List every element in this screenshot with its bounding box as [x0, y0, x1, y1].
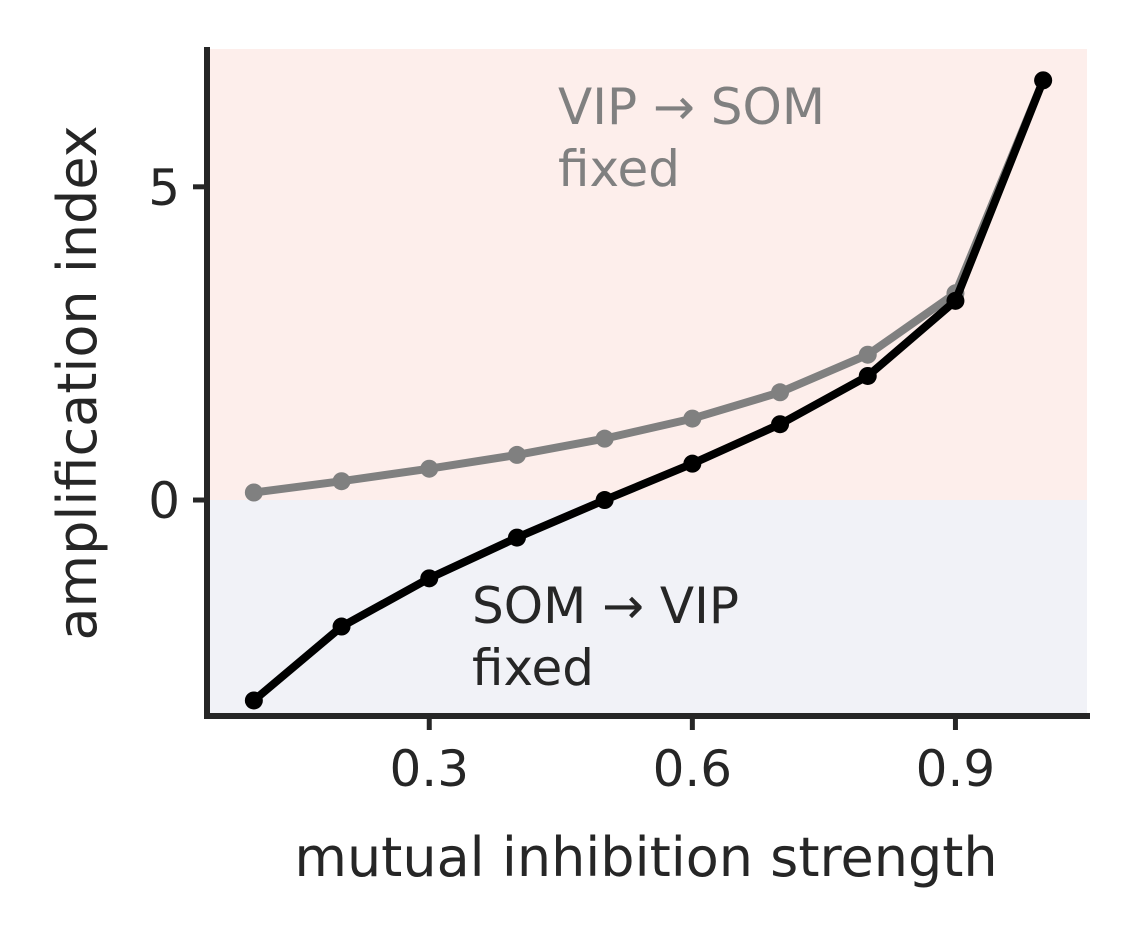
series-0-point-4	[595, 429, 614, 448]
annotation-vip-som-line1: VIP → SOM	[558, 78, 825, 136]
series-0-point-7	[858, 345, 877, 364]
series-1-point-1	[332, 617, 351, 636]
series-line-1	[249, 76, 1048, 705]
y-axis-label: amplification index	[46, 125, 109, 640]
series-1-point-0	[244, 691, 263, 710]
series-0-point-2	[420, 459, 439, 478]
y-tick-label-0: 0	[148, 472, 180, 530]
region-1	[210, 500, 1087, 713]
series-0-point-3	[507, 445, 526, 464]
series-1-point-5	[683, 454, 702, 473]
series-1-point-2	[420, 569, 439, 588]
series-1-point-6	[771, 415, 790, 434]
series-1-point-4	[595, 491, 614, 510]
series-layer	[244, 71, 1053, 710]
annotation-vip-som-line2: fixed	[558, 140, 680, 198]
series-0-point-1	[332, 472, 351, 491]
series-0-point-6	[771, 383, 790, 402]
axes	[204, 47, 1090, 719]
x-tick-label-2: 0.9	[916, 740, 996, 798]
series-0-point-5	[683, 409, 702, 428]
y-tick-label-1: 5	[148, 159, 180, 217]
series-1-point-8	[946, 291, 965, 310]
series-1-point-3	[507, 528, 526, 547]
annotation-som-vip-line2: fixed	[472, 639, 594, 697]
annotations: VIP → SOM fixed SOM → VIP fixed	[472, 78, 825, 697]
x-axis-label: mutual inhibition strength	[294, 826, 997, 889]
series-1-point-9	[1034, 71, 1053, 90]
series-1-point-7	[858, 366, 877, 385]
x-tick-label-1: 0.6	[653, 740, 733, 798]
series-0-point-0	[244, 483, 263, 502]
ticks: 0.3 0.6 0.9 0 5	[148, 159, 995, 798]
series-line-0	[249, 76, 1048, 497]
annotation-som-vip-line1: SOM → VIP	[472, 577, 739, 635]
x-tick-label-0: 0.3	[389, 740, 469, 798]
